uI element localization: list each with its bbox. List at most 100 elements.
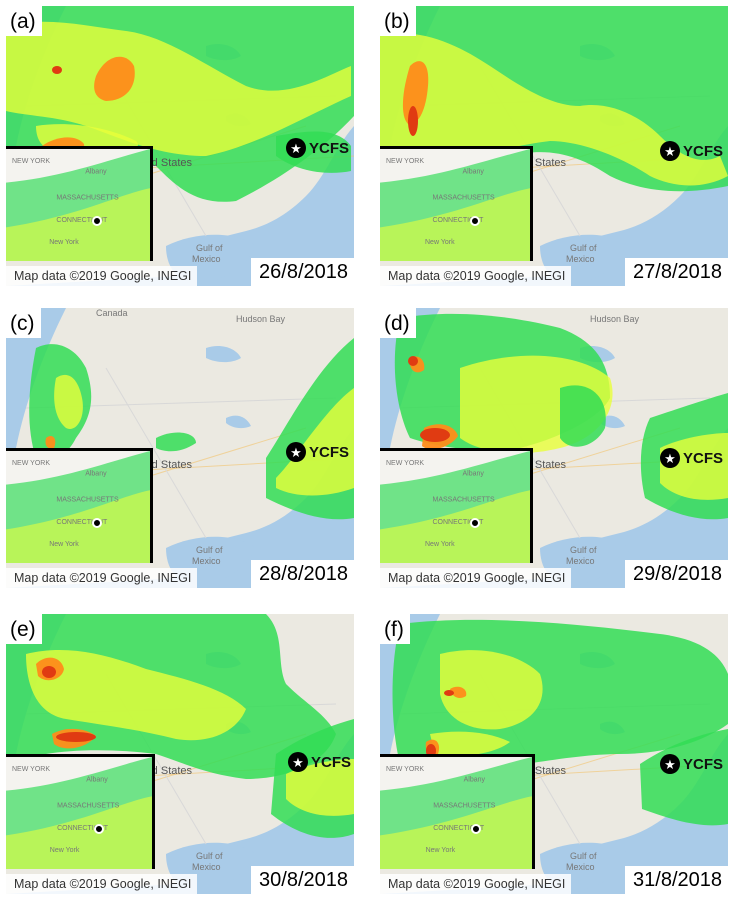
inset-city-label: New York — [49, 541, 79, 548]
map-attribution: Map data ©2019 Google, INEGI — [6, 874, 198, 894]
inset-city-label: Albany — [463, 169, 485, 176]
star-icon: ★ — [288, 752, 308, 772]
station-label: YCFS — [311, 753, 352, 771]
inset-city-label: Albany — [464, 777, 486, 784]
map-label-gulf: Gulf of — [570, 851, 597, 861]
map-label-canada: Canada — [96, 308, 128, 318]
inset-city-label: New York — [50, 847, 80, 854]
station-marker: ★ YCFS — [288, 752, 351, 772]
map-attribution: Map data ©2019 Google, INEGI — [380, 568, 572, 588]
inset-state-label: CONNECTICUT — [433, 825, 485, 832]
star-icon: ★ — [660, 754, 680, 774]
fire-region — [52, 66, 62, 74]
inset-map: NEW YORK MASSACHUSETTS CONNECTICUT New Y… — [6, 448, 153, 563]
inset-city-label: Albany — [85, 471, 107, 478]
fire-region — [42, 666, 56, 678]
inset-map: NEW YORK MASSACHUSETTS CONNECTICUT New Y… — [380, 754, 535, 869]
station-dot — [470, 216, 480, 227]
smoke-plume — [6, 21, 351, 157]
station-label: YCFS — [309, 443, 350, 461]
inset-state-label: CONNECTICUT — [57, 825, 109, 832]
station-dot — [93, 824, 104, 835]
inset-state-label: NEW YORK — [386, 460, 424, 467]
station-label: YCFS — [309, 139, 350, 157]
inset-map: NEW YORK MASSACHUSETTS CONNECTICUT New Y… — [6, 754, 155, 869]
station-marker: ★ YCFS — [660, 754, 723, 774]
map-attribution: Map data ©2019 Google, INEGI — [6, 266, 198, 286]
fire-region — [408, 106, 418, 136]
map-label-gulf: Gulf of — [196, 243, 223, 253]
inset-state-label: CONNECTICUT — [56, 519, 108, 526]
inset-map: NEW YORK MASSACHUSETTS CONNECTICUT New Y… — [380, 448, 533, 563]
map-label-gulf: Gulf of — [570, 243, 597, 253]
smoke-plume — [402, 61, 429, 125]
date-label: 29/8/2018 — [625, 560, 728, 588]
star-icon: ★ — [660, 141, 680, 161]
station-label: YCFS — [683, 449, 724, 467]
panel-label: (f) — [380, 614, 410, 644]
fire-region — [420, 428, 450, 442]
inset-city-label: New York — [426, 847, 456, 854]
station-marker: ★ YCFS — [660, 448, 723, 468]
inset-state-label: CONNECTICUT — [56, 217, 108, 224]
smoke-plume — [94, 56, 135, 101]
inset-city-label: Albany — [85, 169, 107, 176]
inset-city-label: Albany — [463, 471, 485, 478]
inset-state-label: NEW YORK — [12, 460, 50, 467]
inset-state-label: MASSACHUSETTS — [433, 194, 496, 201]
inset-state-label: CONNECTICUT — [433, 519, 485, 526]
smoke-plume — [286, 759, 354, 816]
map-panel: United States Gulf of Mexico NEW YORK MA… — [380, 6, 728, 286]
map-label-hudson: Hudson Bay — [236, 314, 286, 324]
map-panel: United States Gulf of Mexico NEW YORK MA… — [380, 614, 728, 894]
smoke-plume — [45, 436, 56, 449]
map-panel: United States Gulf of Mexico Hudson Bay … — [6, 308, 354, 588]
star-icon: ★ — [286, 138, 306, 158]
fire-region — [444, 690, 454, 696]
smoke-plume — [430, 731, 510, 756]
panel-label: (e) — [6, 614, 42, 644]
inset-state-label: NEW YORK — [12, 766, 50, 773]
inset-state-label: MASSACHUSETTS — [433, 802, 496, 809]
date-label: 30/8/2018 — [251, 866, 354, 894]
inset-state-label: MASSACHUSETTS — [433, 496, 496, 503]
map-attribution: Map data ©2019 Google, INEGI — [380, 874, 572, 894]
map-label-hudson: Hudson Bay — [590, 314, 640, 324]
panel-label: (a) — [6, 6, 42, 36]
inset-state-label: MASSACHUSETTS — [56, 194, 119, 201]
station-marker: ★ YCFS — [286, 442, 349, 462]
map-label-gulf: Mexico — [192, 862, 221, 872]
station-marker: ★ YCFS — [286, 138, 349, 158]
inset-city-label: New York — [425, 239, 455, 246]
station-label: YCFS — [683, 755, 724, 773]
inset-city-label: New York — [49, 239, 79, 246]
smoke-plume — [440, 650, 543, 730]
inset-state-label: MASSACHUSETTS — [56, 496, 119, 503]
panel-label: (d) — [380, 308, 416, 338]
map-panel: United States Gulf of Mexico Hudson Bay … — [380, 308, 728, 588]
fire-region — [408, 356, 418, 366]
map-label-gulf: Mexico — [566, 862, 595, 872]
map-attribution: Map data ©2019 Google, INEGI — [380, 266, 572, 286]
inset-city-label: New York — [425, 541, 455, 548]
date-label: 31/8/2018 — [625, 866, 728, 894]
date-label: 26/8/2018 — [251, 258, 354, 286]
station-dot — [471, 824, 482, 835]
station-dot — [92, 518, 103, 529]
map-label-gulf: Mexico — [566, 556, 595, 566]
star-icon: ★ — [286, 442, 306, 462]
smoke-plume — [640, 729, 728, 826]
station-marker: ★ YCFS — [660, 141, 723, 161]
station-dot — [92, 216, 103, 227]
smoke-plume — [450, 686, 467, 698]
map-attribution: Map data ©2019 Google, INEGI — [6, 568, 198, 588]
panel-label: (b) — [380, 6, 416, 36]
fire-region — [56, 732, 96, 742]
smoke-plume — [54, 374, 83, 429]
inset-map: NEW YORK MASSACHUSETTS CONNECTICUT New Y… — [380, 146, 533, 261]
smoke-plume — [156, 432, 196, 452]
inset-state-label: NEW YORK — [12, 158, 50, 165]
inset-state-label: CONNECTICUT — [433, 217, 485, 224]
station-dot — [470, 518, 480, 529]
smoke-plume — [276, 388, 354, 496]
